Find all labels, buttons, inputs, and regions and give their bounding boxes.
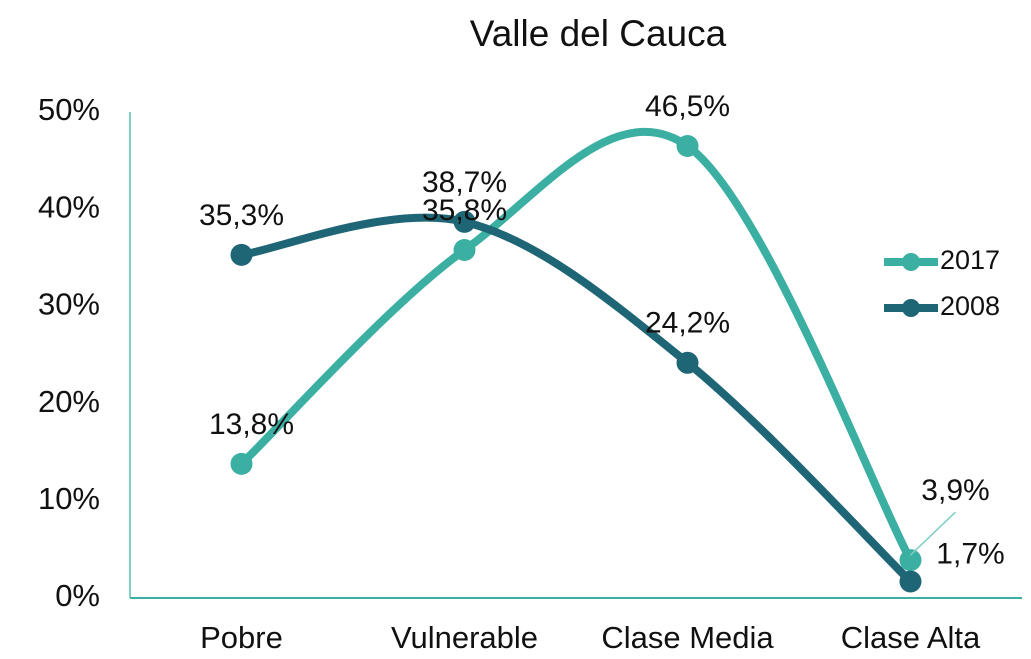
x-tick-label: Vulnerable [391, 620, 538, 655]
data-point [453, 210, 476, 233]
x-tick-label: Clase Media [601, 620, 774, 655]
y-tick-label: 20% [38, 384, 100, 419]
data-label: 3,9% [921, 474, 989, 507]
series-line [237, 213, 915, 586]
data-label: 38,7% [422, 166, 507, 199]
y-tick-label: 0% [55, 578, 100, 613]
chart-title: Valle del Cauca [470, 13, 727, 54]
legend-marker [902, 253, 920, 271]
leader-line [909, 511, 957, 556]
data-label: 24,2% [645, 307, 730, 340]
y-tick-label: 50% [38, 92, 100, 127]
y-tick-label: 40% [38, 189, 100, 224]
data-point [676, 135, 699, 158]
x-tick-label: Pobre [200, 620, 283, 655]
data-label: 35,3% [199, 199, 284, 232]
data-point [676, 351, 699, 374]
data-point [230, 452, 253, 475]
x-tick-label: Clase Alta [841, 620, 981, 655]
legend-label: 2017 [940, 245, 1000, 275]
data-label: 1,7% [936, 537, 1004, 570]
data-point [453, 239, 476, 262]
data-label: 35,8% [422, 194, 507, 227]
y-tick-label: 30% [38, 287, 100, 322]
legend-label: 2008 [940, 291, 1000, 321]
data-label: 13,8% [209, 408, 294, 441]
data-point [899, 570, 922, 593]
y-tick-label: 10% [38, 481, 100, 516]
data-point [899, 549, 922, 572]
legend-marker [902, 299, 920, 317]
series-line [237, 128, 915, 565]
data-point [230, 243, 253, 266]
data-label: 46,5% [645, 90, 730, 123]
